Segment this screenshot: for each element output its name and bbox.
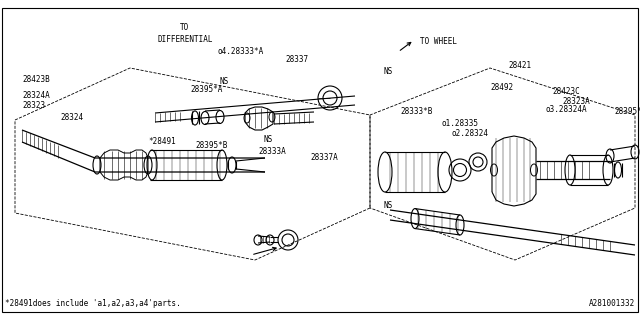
Text: TO WHEEL: TO WHEEL	[420, 37, 457, 46]
Text: 28333*B: 28333*B	[400, 108, 433, 116]
Text: 28423B: 28423B	[22, 76, 50, 84]
Text: *28491: *28491	[148, 138, 176, 147]
Text: 28324: 28324	[60, 114, 83, 123]
Text: o2.28324: o2.28324	[452, 130, 489, 139]
Text: 28423C: 28423C	[552, 87, 580, 97]
Text: 28337A: 28337A	[310, 154, 338, 163]
Text: 28421: 28421	[508, 60, 531, 69]
Text: 28395*A: 28395*A	[190, 85, 222, 94]
Text: 28492: 28492	[490, 84, 513, 92]
Text: 28395*B: 28395*B	[614, 108, 640, 116]
Text: 28323A: 28323A	[562, 98, 589, 107]
Text: NS: NS	[383, 201, 392, 210]
Text: 28395*B: 28395*B	[195, 140, 227, 149]
Text: 28323: 28323	[22, 100, 45, 109]
Text: TO: TO	[180, 23, 189, 33]
Text: o4.28333*A: o4.28333*A	[218, 47, 264, 57]
Text: DIFFERENTIAL: DIFFERENTIAL	[157, 35, 212, 44]
Text: 28333A: 28333A	[258, 148, 285, 156]
Text: NS: NS	[220, 77, 229, 86]
Text: *28491does include 'a1,a2,a3,a4'parts.: *28491does include 'a1,a2,a3,a4'parts.	[5, 299, 180, 308]
Text: A281001332: A281001332	[589, 299, 635, 308]
Text: NS: NS	[383, 68, 392, 76]
Text: o1.28335: o1.28335	[442, 119, 479, 129]
Text: 28324A: 28324A	[22, 91, 50, 100]
Text: o3.28324A: o3.28324A	[545, 106, 587, 115]
Text: NS: NS	[263, 135, 272, 145]
Text: 28337: 28337	[285, 55, 308, 65]
